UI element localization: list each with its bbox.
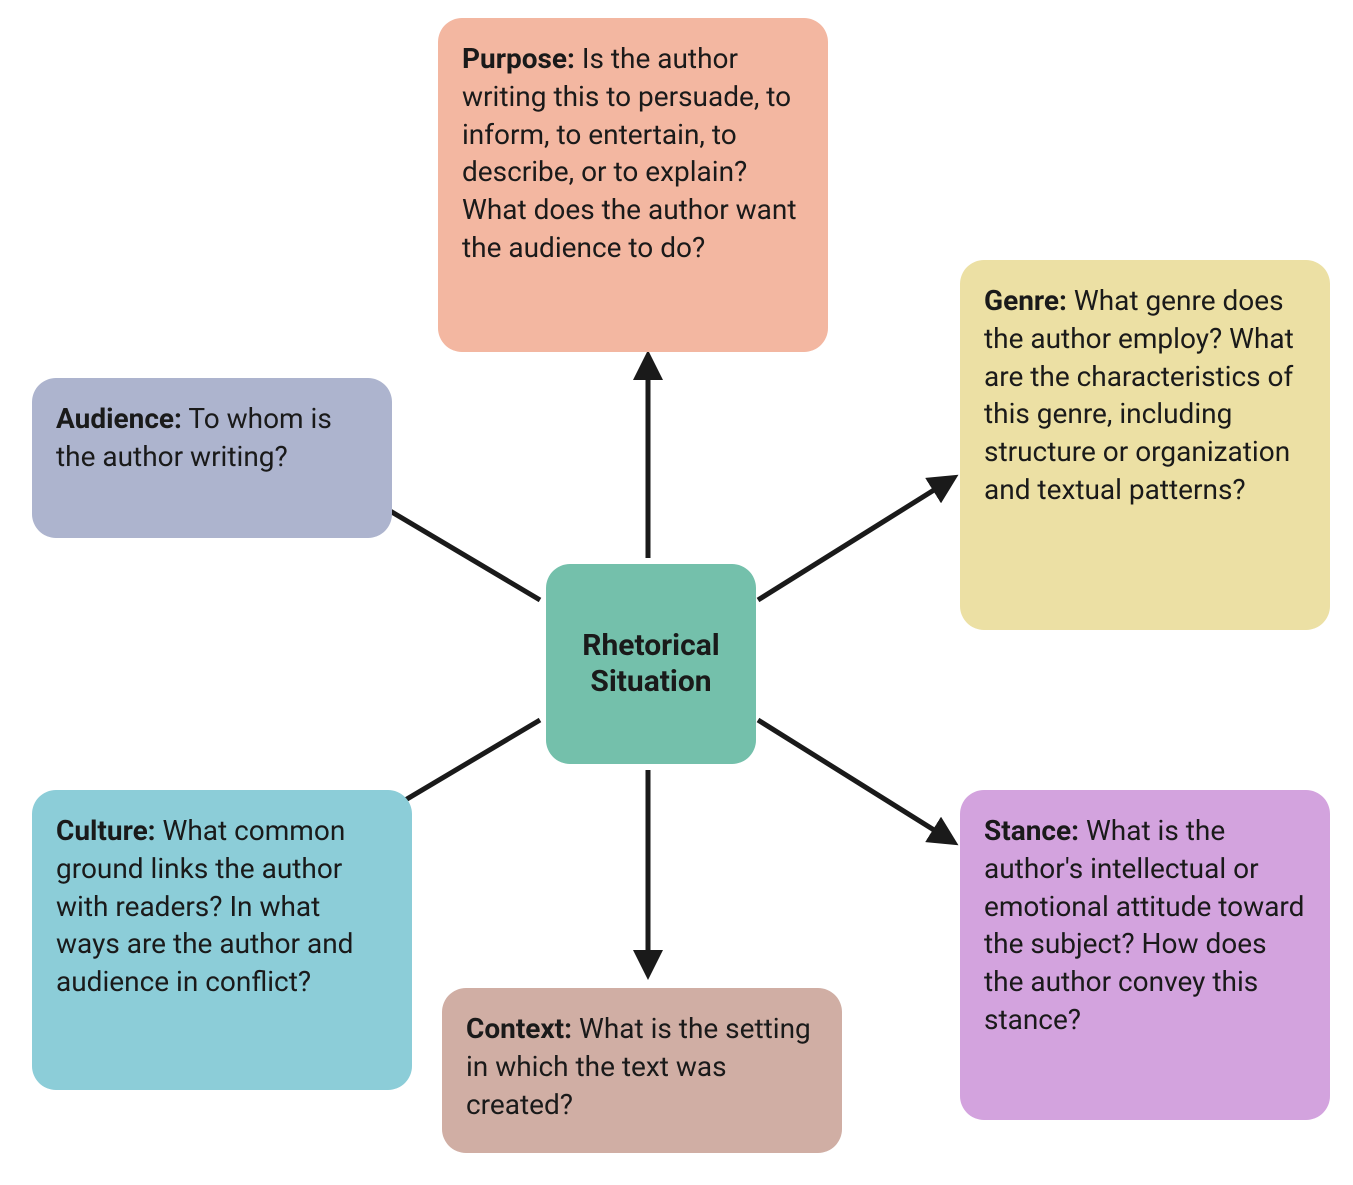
center-node: Rhetorical Situation <box>546 564 756 764</box>
node-stance: Stance: What is the author's intellectua… <box>960 790 1330 1120</box>
node-purpose-label: Purpose: <box>462 42 575 75</box>
node-genre-label: Genre: <box>984 284 1067 317</box>
node-genre-text: What genre does the author employ? What … <box>984 284 1294 506</box>
node-context: Context: What is the setting in which th… <box>442 988 842 1153</box>
node-stance-label: Stance: <box>984 814 1079 847</box>
node-context-label: Context: <box>466 1012 572 1045</box>
node-culture: Culture: What common ground links the au… <box>32 790 412 1090</box>
diagram-canvas: Rhetorical Situation Purpose: Is the aut… <box>0 0 1353 1185</box>
node-stance-text: What is the author's intellectual or emo… <box>984 814 1304 1036</box>
node-purpose: Purpose: Is the author writing this to p… <box>438 18 828 352</box>
node-culture-label: Culture: <box>56 814 156 847</box>
node-audience-label: Audience: <box>56 402 182 435</box>
arrow-2 <box>758 720 950 840</box>
center-label: Rhetorical Situation <box>546 628 756 700</box>
node-audience: Audience: To whom is the author writing? <box>32 378 392 538</box>
node-genre: Genre: What genre does the author employ… <box>960 260 1330 630</box>
node-purpose-text: Is the author writing this to persuade, … <box>462 42 797 264</box>
arrow-1 <box>758 480 950 600</box>
